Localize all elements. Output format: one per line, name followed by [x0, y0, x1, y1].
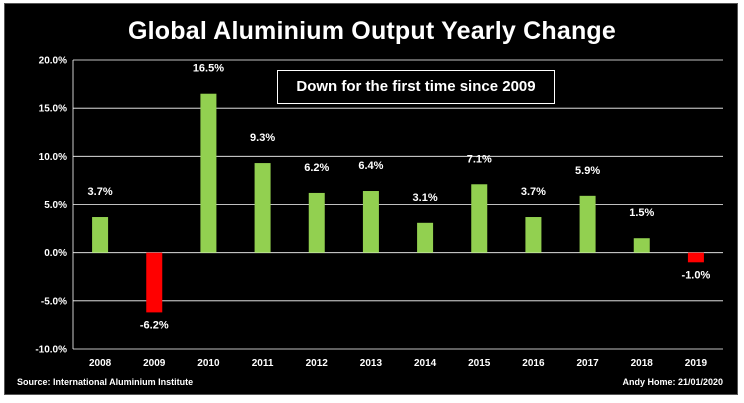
data-label-2009: -6.2%	[140, 319, 169, 331]
bar-2016	[525, 217, 542, 253]
y-tick-label: 0.0%	[44, 248, 67, 259]
data-label-2010: 16.5%	[193, 63, 224, 75]
x-tick-label-2010: 2010	[197, 358, 220, 369]
data-label-2018: 1.5%	[629, 207, 654, 219]
data-label-2012: 6.2%	[304, 162, 329, 174]
x-tick-label-2012: 2012	[306, 358, 329, 369]
bar-chart: 20.0% 15.0% 10.0% 5.0% 0.0% -5.0% -10.0% 3.7% 20…	[35, 56, 723, 369]
bar-2008	[92, 217, 109, 253]
chart-frame: Global Aluminium Output Yearly Change 20…	[4, 3, 738, 395]
y-tick-label: 5.0%	[44, 200, 67, 211]
bar-2010	[200, 93, 217, 253]
bar-2009	[146, 252, 163, 313]
y-tick-label: 10.0%	[39, 152, 67, 163]
bar-2018	[633, 238, 650, 253]
author-credit: Andy Home: 21/01/2020	[622, 377, 723, 387]
data-label-2015: 7.1%	[467, 153, 492, 165]
bar-2015	[471, 184, 488, 253]
bar-2012	[308, 192, 325, 253]
x-tick-label-2011: 2011	[252, 358, 274, 369]
data-label-2013: 6.4%	[358, 160, 383, 172]
annotation-box: Down for the first time since 2009	[277, 70, 555, 104]
data-label-2019: -1.0%	[682, 269, 711, 281]
data-label-2008: 3.7%	[88, 186, 113, 198]
y-tick-label: 20.0%	[39, 56, 67, 67]
bar-2014	[417, 222, 434, 253]
x-tick-label-2017: 2017	[576, 358, 599, 369]
chart-title: Global Aluminium Output Yearly Change	[127, 17, 616, 45]
y-tick-label: -5.0%	[41, 296, 67, 307]
data-label-2014: 3.1%	[413, 192, 438, 204]
x-tick-label-2014: 2014	[414, 358, 437, 369]
bar-2017	[579, 195, 596, 253]
x-tick-label-2009: 2009	[143, 358, 166, 369]
x-tick-label-2019: 2019	[685, 358, 708, 369]
data-label-2017: 5.9%	[575, 165, 600, 177]
y-tick-label: -10.0%	[35, 345, 67, 356]
data-label-2016: 3.7%	[521, 186, 546, 198]
source-note: Source: International Aluminium Institut…	[17, 377, 194, 387]
x-tick-label-2008: 2008	[89, 358, 112, 369]
bar-2019	[687, 252, 704, 263]
y-tick-label: 15.0%	[39, 104, 67, 115]
x-tick-label-2018: 2018	[631, 358, 654, 369]
data-label-2011: 9.3%	[250, 132, 275, 144]
x-tick-label-2016: 2016	[522, 358, 545, 369]
x-tick-label-2015: 2015	[468, 358, 491, 369]
x-tick-label-2013: 2013	[360, 358, 383, 369]
bar-2013	[362, 191, 379, 253]
bar-2011	[254, 163, 271, 253]
